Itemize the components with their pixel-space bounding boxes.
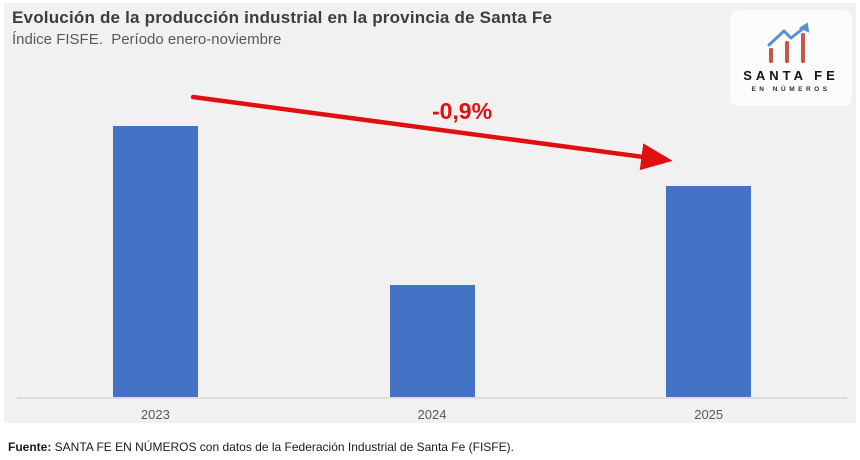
bar-chart: 2023 2024 2025 — [17, 98, 847, 422]
source-text: SANTA FE EN NÚMEROS con datos de la Fede… — [51, 440, 514, 454]
bar-2025 — [666, 186, 752, 397]
bar-slot-2023: 2023 — [17, 98, 294, 422]
source-label: Fuente: — [8, 440, 52, 454]
logo-bars-arrow-icon — [767, 22, 810, 63]
chart-subtitle: Índice FISFE. Período enero-noviembre — [12, 31, 282, 48]
x-tick-label-2024: 2024 — [417, 407, 447, 422]
x-axis-line — [17, 397, 847, 399]
chart-title: Evolución de la producción industrial en… — [12, 8, 553, 27]
logo-title: SANTA FE — [743, 68, 839, 83]
x-tick-label-2025: 2025 — [694, 407, 724, 422]
santa-fe-en-numeros-logo: SANTA FE EN NÚMEROS — [730, 10, 852, 106]
chart-panel: Evolución de la producción industrial en… — [4, 3, 856, 423]
source-note: Fuente: SANTA FE EN NÚMEROS con datos de… — [8, 440, 514, 454]
trend-annotation-label: -0,9% — [431, 98, 493, 124]
logo-subtitle: EN NÚMEROS — [751, 86, 831, 93]
bar-2024 — [389, 285, 475, 397]
bar-slot-2025: 2025 — [570, 98, 847, 422]
x-tick-label-2023: 2023 — [140, 407, 170, 422]
bar-slot-2024: 2024 — [294, 98, 571, 422]
bar-2023 — [112, 126, 198, 397]
